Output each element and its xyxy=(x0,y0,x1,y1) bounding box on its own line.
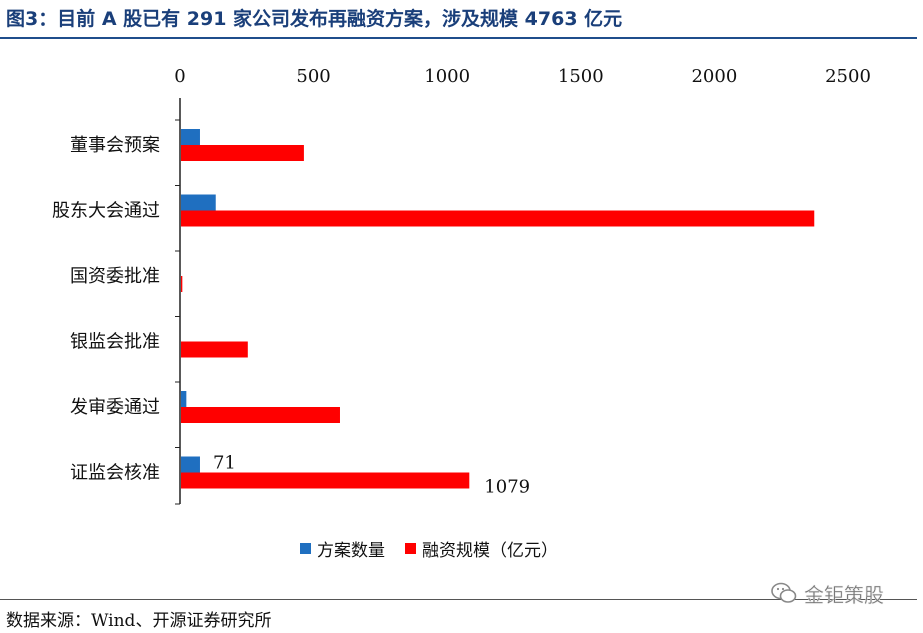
bar-scale xyxy=(181,341,248,358)
data-label: 71 xyxy=(213,453,236,474)
bar-count xyxy=(181,194,216,211)
bar-count xyxy=(181,129,200,145)
wechat-watermark: 金钜策股 xyxy=(770,578,884,608)
footer-divider xyxy=(0,599,917,600)
x-tick-label: 0 xyxy=(174,66,185,87)
category-label: 股东大会通过 xyxy=(52,201,160,222)
bar-scale xyxy=(181,407,340,423)
title-divider xyxy=(0,37,917,39)
category-label: 银监会批准 xyxy=(70,332,160,353)
x-tick-label: 2000 xyxy=(691,66,737,87)
category-label: 发审委通过 xyxy=(70,397,160,418)
chart-legend: 方案数量 融资规模（亿元） xyxy=(300,536,558,561)
bar-count xyxy=(181,391,187,407)
data-label: 1079 xyxy=(484,477,530,498)
legend-label-scale: 融资规模（亿元） xyxy=(422,541,558,561)
legend-item-count: 方案数量 xyxy=(300,536,385,561)
bar-chart: 0 500 1000 1500 2000 2500 董事会预案股东大会通过国资委批准银监会批… xyxy=(52,66,871,505)
legend-swatch-count xyxy=(300,543,311,554)
page-title: 图3：目前 A 股已有 291 家公司发布再融资方案，涉及规模 4763 亿元 xyxy=(6,8,623,30)
bar-scale xyxy=(181,210,815,227)
legend-swatch-scale xyxy=(405,543,416,554)
x-tick-label: 1500 xyxy=(558,66,604,87)
category-label: 董事会预案 xyxy=(70,135,160,156)
category-label: 证监会核准 xyxy=(70,463,160,484)
bar-scale xyxy=(181,472,470,489)
bar-scale xyxy=(181,276,183,292)
wechat-icon xyxy=(771,582,797,603)
x-tick-label: 1000 xyxy=(424,66,470,87)
bar-count xyxy=(181,456,200,473)
legend-item-scale: 融资规模（亿元） xyxy=(405,536,558,561)
legend-label-count: 方案数量 xyxy=(317,541,385,561)
x-tick-label: 500 xyxy=(296,66,330,87)
bar-scale xyxy=(181,145,304,161)
source-note: 数据来源：Wind、开源证券研究所 xyxy=(6,611,272,631)
category-label: 国资委批准 xyxy=(70,266,160,287)
watermark-text: 金钜策股 xyxy=(804,582,884,607)
x-tick-label: 2500 xyxy=(825,66,871,87)
